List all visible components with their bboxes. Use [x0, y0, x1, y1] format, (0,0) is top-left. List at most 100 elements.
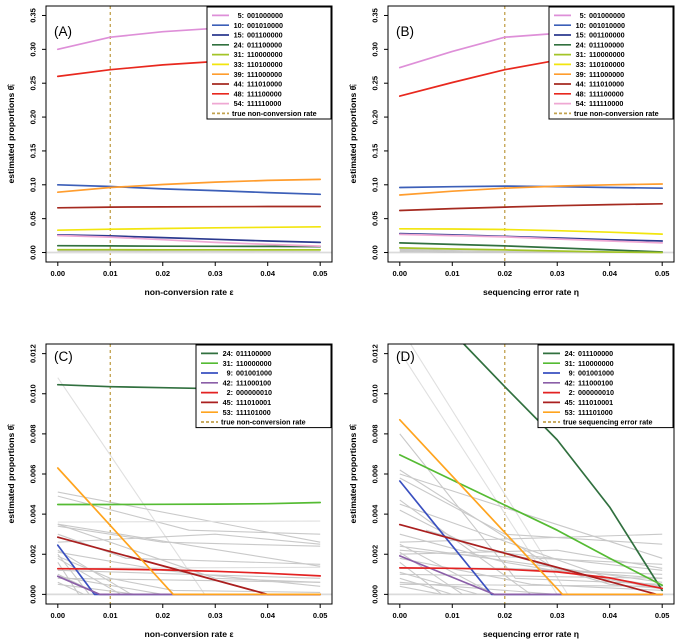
background-line: [57, 566, 321, 569]
legend-series-number: 24:: [565, 349, 575, 358]
legend-series-code: 110000000: [578, 359, 614, 368]
background-line: [399, 573, 663, 579]
legend-box: [537, 344, 674, 429]
legend-true-rate-label: true non-conversion rate: [574, 109, 659, 118]
background-line: [399, 477, 663, 545]
background-line: [57, 569, 321, 579]
legend-series-code: 110000000: [589, 50, 625, 59]
legend-series-number: 31:: [223, 359, 233, 368]
legend-series-code: 111010001: [578, 398, 613, 407]
legend-true-rate-label: true non-conversion rate: [221, 418, 306, 427]
legend-series-code: 001010000: [247, 21, 283, 30]
series-line-54: [56, 234, 322, 247]
legend-series-number: 10:: [576, 21, 586, 30]
legend-series-code: 111100000: [589, 89, 624, 98]
series-line-44: [56, 205, 322, 209]
background-line: [399, 473, 663, 559]
y-tick-label: 0.35: [371, 8, 380, 23]
y-tick-label: 0.004: [29, 504, 38, 524]
legend-series-code: 111010000: [589, 80, 624, 89]
x-tick-label: 0.00: [393, 611, 408, 620]
x-tick-label: 0.00: [51, 269, 66, 278]
background-line: [57, 491, 321, 543]
plot-lines: [388, 344, 674, 596]
legend-series-code: 111010001: [236, 398, 271, 407]
x-tick-label: 0.01: [103, 269, 118, 278]
y-axis-title: estimated proportions θ̂ᵢ: [6, 424, 16, 524]
legend-series-number: 42:: [565, 378, 575, 387]
panel-b: 0.00 0.01 0.02 0.03 0.04 0.05 0.00 0.05 0.10 0.15…: [342, 0, 685, 322]
x-tick-label: 0.01: [445, 269, 460, 278]
panel-c-plot: 0.00 0.01 0.02 0.03 0.04 0.05 0.000 0.002 0.004 0…: [6, 343, 333, 639]
series-line-53: [398, 418, 664, 596]
legend-series-number: 15:: [234, 31, 244, 40]
x-tick-label: 0.04: [260, 269, 275, 278]
y-tick-label: 0.25: [371, 76, 380, 91]
legend-series-code: 111101000: [236, 408, 271, 417]
background-line: [399, 549, 663, 565]
x-axis-title: non-conversion rate ε: [144, 287, 233, 297]
panel-label: (A): [54, 24, 72, 39]
x-tick-label: 0.03: [208, 611, 223, 620]
x-tick-label: 0.05: [313, 269, 328, 278]
x-tick-label: 0.01: [103, 611, 118, 620]
background-line: [399, 549, 663, 569]
background-line: [399, 533, 663, 589]
y-tick-label: 0.10: [29, 177, 38, 192]
y-tick-label: 0.10: [371, 177, 380, 192]
legend-series-number: 15:: [576, 31, 586, 40]
legend-series-number: 9:: [227, 369, 233, 378]
legend-series-code: 001000000: [589, 11, 625, 20]
panel-label: (B): [396, 24, 414, 39]
legend-series-code: 111000000: [589, 70, 624, 79]
y-tick-label: 0.00: [371, 245, 380, 260]
legend-series-code: 111101000: [578, 408, 613, 417]
legend-series-number: 31:: [234, 50, 244, 59]
legend-series-code: 001100000: [247, 31, 283, 40]
legend-series-number: 10:: [234, 21, 244, 30]
y-tick-label: 0.008: [371, 424, 380, 443]
legend-series-number: 44:: [576, 80, 586, 89]
legend-series-code: 110000000: [247, 50, 283, 59]
series-line-24: [462, 344, 664, 592]
series-line-33: [398, 227, 664, 235]
series-line-31: [56, 501, 322, 506]
legend-series-number: 5:: [580, 11, 586, 20]
background-line: [57, 525, 321, 547]
y-tick-label: 0.006: [29, 465, 38, 484]
x-tick-label: 0.05: [313, 611, 328, 620]
y-tick-label: 0.30: [371, 42, 380, 57]
x-axis-title: non-conversion rate ε: [144, 629, 233, 639]
legend-series-code: 000000010: [578, 388, 614, 397]
series-line-2: [56, 567, 322, 577]
x-tick-label: 0.03: [550, 269, 565, 278]
series-line-39: [398, 183, 664, 196]
legend-series-code: 111110000: [589, 99, 623, 108]
legend-box: [195, 344, 332, 429]
x-axis-title: sequencing error rate η: [483, 287, 579, 297]
x-tick-label: 0.05: [655, 269, 670, 278]
legend-series-code: 011100000: [236, 349, 271, 358]
background-line: [57, 523, 321, 583]
y-axis-title: estimated proportions θ̂ᵢ: [6, 84, 16, 184]
x-tick-label: 0.00: [393, 269, 408, 278]
legend-series-code: 001100000: [589, 31, 625, 40]
x-tick-label: 0.04: [602, 269, 617, 278]
legend-series-number: 24:: [234, 40, 244, 49]
legend-series-number: 33:: [576, 60, 586, 69]
y-tick-label: 0.002: [29, 545, 38, 564]
legend-series-code: 011100000: [578, 349, 613, 358]
x-tick-label: 0.01: [445, 611, 460, 620]
legend-series-number: 53:: [223, 408, 233, 417]
series-line-24: [398, 242, 664, 253]
x-tick-label: 0.02: [155, 269, 170, 278]
legend-series-number: 33:: [234, 60, 244, 69]
panel-label: (C): [54, 349, 73, 364]
legend-series-number: 2:: [569, 388, 575, 397]
legend-series-code: 001000000: [247, 11, 283, 20]
background-line: [399, 583, 663, 587]
y-tick-label: 0.006: [371, 465, 380, 484]
legend-series-code: 001001000: [578, 369, 614, 378]
background-line: [57, 533, 321, 565]
